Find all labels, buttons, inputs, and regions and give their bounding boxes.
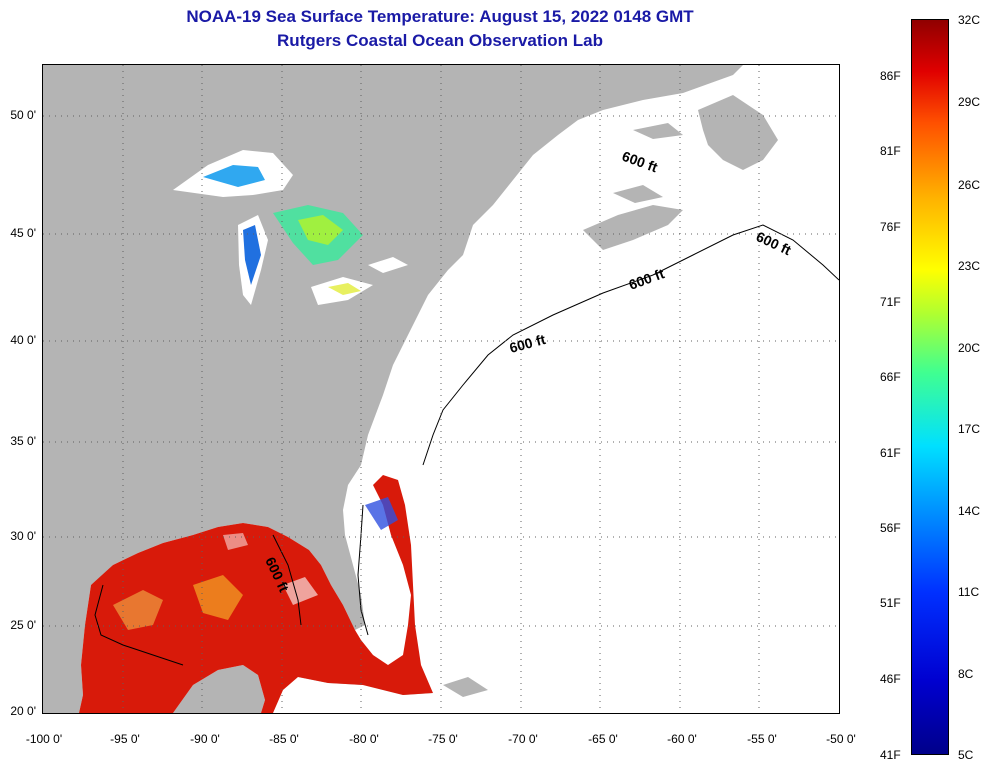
colorbar-c-label: 32C [958,13,981,27]
graticule [43,65,839,713]
temperature-colorbar [911,19,949,755]
great-lakes [173,150,408,305]
isobath-lines [94,224,839,666]
isobath-label: 600 ft [754,228,794,258]
colorbar-f-label: 41F [880,748,901,762]
colorbar-c-label: 23C [958,259,981,273]
colorbar-c-label: 26C [958,178,981,192]
lat-label-25: 25 0' [10,618,36,632]
colorbar-f-label: 71F [880,295,901,309]
lon-label-65: -65 0' [588,732,618,746]
isobath-label: 600 ft [620,148,660,176]
lat-label-50: 50 0' [10,108,36,122]
lon-label-60: -60 0' [667,732,697,746]
colorbar-c-label: 14C [958,504,981,518]
colorbar-f-label: 61F [880,446,901,460]
map-canvas: 600 ft 600 ft 600 ft 600 ft 600 ft [43,65,839,713]
lat-label-30: 30 0' [10,529,36,543]
lon-label-100: -100 0' [25,732,63,746]
colorbar-c-label: 20C [958,341,981,355]
lon-label-95: -95 0' [110,732,140,746]
colorbar-c-label: 17C [958,422,981,436]
colorbar-f-label: 51F [880,596,901,610]
colorbar-c-label: 11C [958,585,980,599]
lat-label-40: 40 0' [10,333,36,347]
isobath-label: 600 ft [627,265,667,293]
colorbar-f-label: 86F [880,69,901,83]
colorbar-c-label: 8C [958,667,974,681]
sst-map: 600 ft 600 ft 600 ft 600 ft 600 ft [42,64,840,714]
lon-label-85: -85 0' [269,732,299,746]
colorbar-f-label: 81F [880,144,901,158]
map-title: NOAA-19 Sea Surface Temperature: August … [186,7,694,26]
lon-label-75: -75 0' [428,732,458,746]
lon-label-80: -80 0' [349,732,379,746]
lat-label-20: 20 0' [10,704,36,718]
colorbar-f-label: 66F [880,370,901,384]
colorbar-f-label: 56F [880,521,901,535]
lon-label-50: -50 0' [826,732,856,746]
colorbar-c-label: 29C [958,95,981,109]
colorbar-f-label: 76F [880,220,901,234]
colorbar-f-label: 46F [880,672,901,686]
colorbar-c-label: 5C [958,748,974,762]
lon-label-55: -55 0' [747,732,777,746]
lon-label-90: -90 0' [190,732,220,746]
lat-label-35: 35 0' [10,434,36,448]
map-subtitle: Rutgers Coastal Ocean Observation Lab [277,31,603,50]
lat-label-45: 45 0' [10,226,36,240]
lon-label-70: -70 0' [508,732,538,746]
